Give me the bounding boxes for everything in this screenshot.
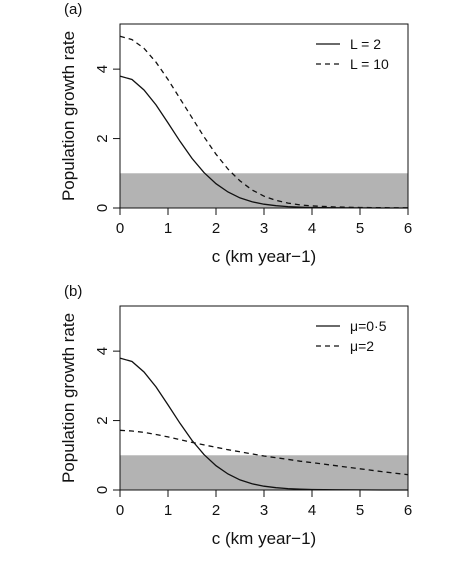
legend-label-1: μ=0·5 xyxy=(350,318,387,334)
y-axis-title: Population growth rate xyxy=(59,313,78,483)
panel-b: (b) 0 2 4 0 1 2 3 4 5 6 c (km year−1) Population gro… xyxy=(59,283,412,548)
x-tick-label: 0 xyxy=(116,220,124,237)
y-tick-label: 4 xyxy=(94,347,111,355)
series-line-2 xyxy=(119,429,409,476)
panel-label: (a) xyxy=(64,1,82,18)
legend-label-2: L = 10 xyxy=(350,56,389,72)
y-tick-label: 0 xyxy=(94,204,111,212)
x-tick-label: 5 xyxy=(356,220,364,237)
panel-a: (a) 0 2 4 0 1 2 3 4 5 6 c (km year−1) Population gro… xyxy=(59,1,412,266)
y-tick-label: 2 xyxy=(94,134,111,142)
y-axis-title: Population growth rate xyxy=(59,31,78,201)
y-tick-label: 0 xyxy=(94,486,111,494)
x-tick-label: 6 xyxy=(404,502,412,519)
y-tick-label: 4 xyxy=(94,65,111,73)
shaded-band xyxy=(120,173,408,208)
y-tick-label: 2 xyxy=(94,416,111,424)
x-tick-label: 0 xyxy=(116,502,124,519)
legend-label-2: μ=2 xyxy=(350,338,374,354)
x-tick-label: 5 xyxy=(356,502,364,519)
legend-label-1: L = 2 xyxy=(350,36,381,52)
x-tick-label: 1 xyxy=(164,502,172,519)
x-axis-title: c (km year−1) xyxy=(212,247,316,266)
series-line-2 xyxy=(119,35,409,209)
x-tick-label: 4 xyxy=(308,502,316,519)
x-tick-label: 6 xyxy=(404,220,412,237)
series-line-1 xyxy=(119,75,408,209)
x-axis-title: c (km year−1) xyxy=(212,529,316,548)
x-tick-label: 2 xyxy=(212,220,220,237)
x-tick-label: 2 xyxy=(212,502,220,519)
x-tick-label: 3 xyxy=(260,502,268,519)
x-tick-label: 3 xyxy=(260,220,268,237)
shaded-band xyxy=(120,455,408,490)
x-tick-label: 4 xyxy=(308,220,316,237)
series-line-1 xyxy=(119,357,408,491)
x-tick-label: 1 xyxy=(164,220,172,237)
panel-label: (b) xyxy=(64,283,82,300)
